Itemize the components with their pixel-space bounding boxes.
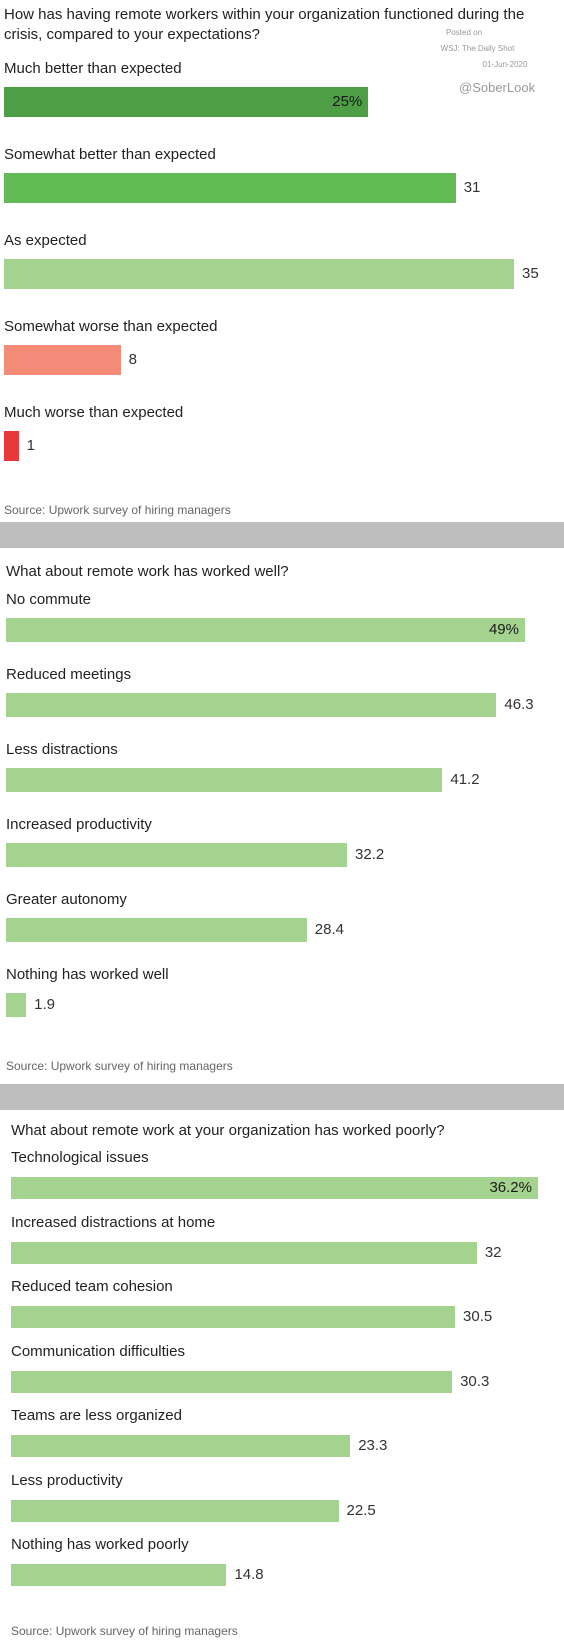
bar (4, 431, 19, 461)
bar (11, 1370, 453, 1393)
bar-value-label: 32.2 (355, 846, 385, 863)
bar-value-label: 46.3 (504, 696, 534, 713)
bar-value-label: 8 (128, 351, 137, 368)
bar-category-label: Greater autonomy (6, 891, 127, 908)
bar-category-label: Increased distractions at home (11, 1213, 216, 1231)
bar (6, 918, 307, 942)
bar (6, 843, 348, 867)
bar-value-label: 1.9 (34, 996, 55, 1013)
bar-value-label: 1 (26, 437, 35, 454)
bar-category-label: Reduced team cohesion (11, 1278, 173, 1295)
bar (6, 993, 27, 1017)
bar (11, 1564, 227, 1586)
bar-category-label: Nothing has worked poorly (11, 1536, 189, 1553)
bar-category-label: Reduced meetings (6, 666, 132, 683)
chart-title: What about remote work at your organizat… (11, 1122, 445, 1139)
bar-value-label: 36.2% (489, 1179, 532, 1196)
bar (6, 618, 525, 642)
bar (6, 693, 497, 717)
bar-value-label: 28.4 (314, 921, 344, 938)
bar-category-label: Much better than expected (4, 60, 182, 77)
bar-value-label: 23.3 (358, 1437, 388, 1454)
source-note: Source: Upwork survey of hiring managers (6, 1059, 233, 1073)
bar (11, 1435, 351, 1457)
bar-value-label: 35 (522, 265, 539, 282)
bar-category-label: Somewhat worse than expected (4, 318, 218, 335)
posted-date-label: 01-Jun-2020 (482, 60, 528, 69)
chart-panel-expectations: How has having remote workers within you… (0, 0, 564, 522)
bar (11, 1241, 477, 1264)
bar (4, 259, 514, 289)
bar (11, 1499, 339, 1522)
credit-label: @SoberLook (459, 80, 536, 95)
chart-panel-worked-poorly: What about remote work at your organizat… (0, 1110, 564, 1650)
bar-category-label: Teams are less organized (11, 1407, 182, 1424)
bar-value-label: 30.5 (463, 1308, 493, 1325)
bar-category-label: Less distractions (6, 741, 118, 758)
bar-category-label: Nothing has worked well (6, 966, 169, 983)
bar (6, 768, 443, 792)
bar-value-label: 41.2 (450, 771, 480, 788)
bar-category-label: Somewhat better than expected (4, 146, 216, 163)
bar-category-label: Technological issues (11, 1149, 149, 1166)
bar (4, 173, 456, 203)
bar (4, 87, 369, 117)
chart-title: How has having remote workers within you… (4, 6, 525, 43)
bar-value-label: 30.3 (460, 1372, 490, 1390)
source-note: Source: Upwork survey of hiring managers (4, 503, 231, 517)
bar-value-label: 22.5 (346, 1501, 376, 1519)
bar (11, 1306, 456, 1328)
bar-category-label: Communication difficulties (11, 1342, 185, 1360)
bar-category-label: No commute (6, 591, 92, 608)
bar-value-label: 32 (484, 1243, 502, 1261)
publisher-label: WSJ: The Daily Shot (440, 44, 515, 53)
posted-on-label: Posted on (445, 28, 483, 37)
bar-value-label: 25% (332, 93, 363, 110)
bar (11, 1177, 538, 1199)
bar-category-label: Increased productivity (6, 816, 152, 833)
bar (4, 345, 121, 375)
bar-category-label: Much worse than expected (4, 404, 184, 421)
bar-value-label: 31 (463, 179, 481, 196)
bar-category-label: Less productivity (11, 1471, 123, 1489)
source-note: Source: Upwork survey of hiring managers (11, 1624, 238, 1638)
bar-category-label: As expected (4, 232, 87, 249)
bar-value-label: 14.8 (234, 1566, 264, 1583)
chart-panel-worked-well: What about remote work has worked well? … (0, 548, 564, 1084)
bar-value-label: 49% (488, 621, 519, 638)
chart-title: What about remote work has worked well? (6, 563, 289, 580)
